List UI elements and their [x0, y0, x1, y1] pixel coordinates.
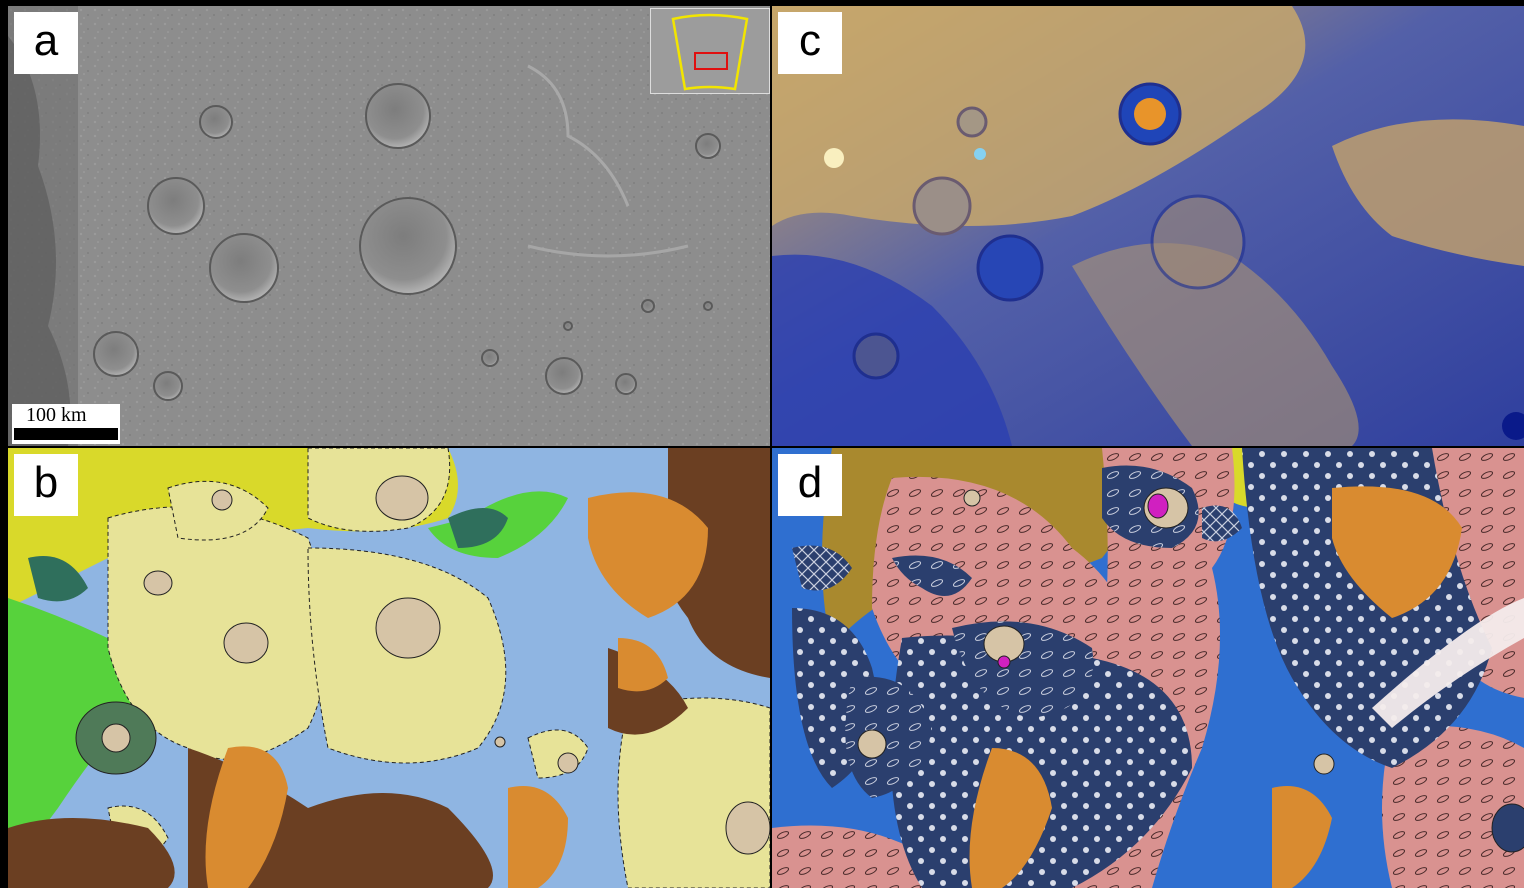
panel-d-patterned-map: d [772, 448, 1524, 888]
panel-c-color-mosaic: c [772, 6, 1524, 446]
panel-a-grayscale-mosaic: a 100 km [8, 6, 770, 446]
crater-set [93, 83, 721, 401]
panel-label-d: d [778, 454, 842, 516]
scale-bar: 100 km [12, 404, 120, 444]
crater-floors [75, 475, 770, 855]
panel-label-b: b [14, 454, 78, 516]
crater-set [852, 82, 1246, 380]
scale-bar-label: 100 km [26, 404, 87, 426]
color-mosaic [772, 6, 1524, 446]
scale-bar-line [14, 428, 118, 440]
geologic-map-b [8, 448, 770, 888]
panel-label-c: c [778, 12, 842, 74]
grayscale-mosaic [8, 6, 770, 446]
panel-b-geologic-map: b [8, 448, 770, 888]
crater-floors [857, 487, 1524, 853]
location-inset [650, 8, 770, 94]
inset-map [651, 9, 769, 93]
panel-label-a: a [14, 12, 78, 74]
ejecta-units [107, 448, 770, 888]
geologic-map-d [772, 448, 1524, 888]
